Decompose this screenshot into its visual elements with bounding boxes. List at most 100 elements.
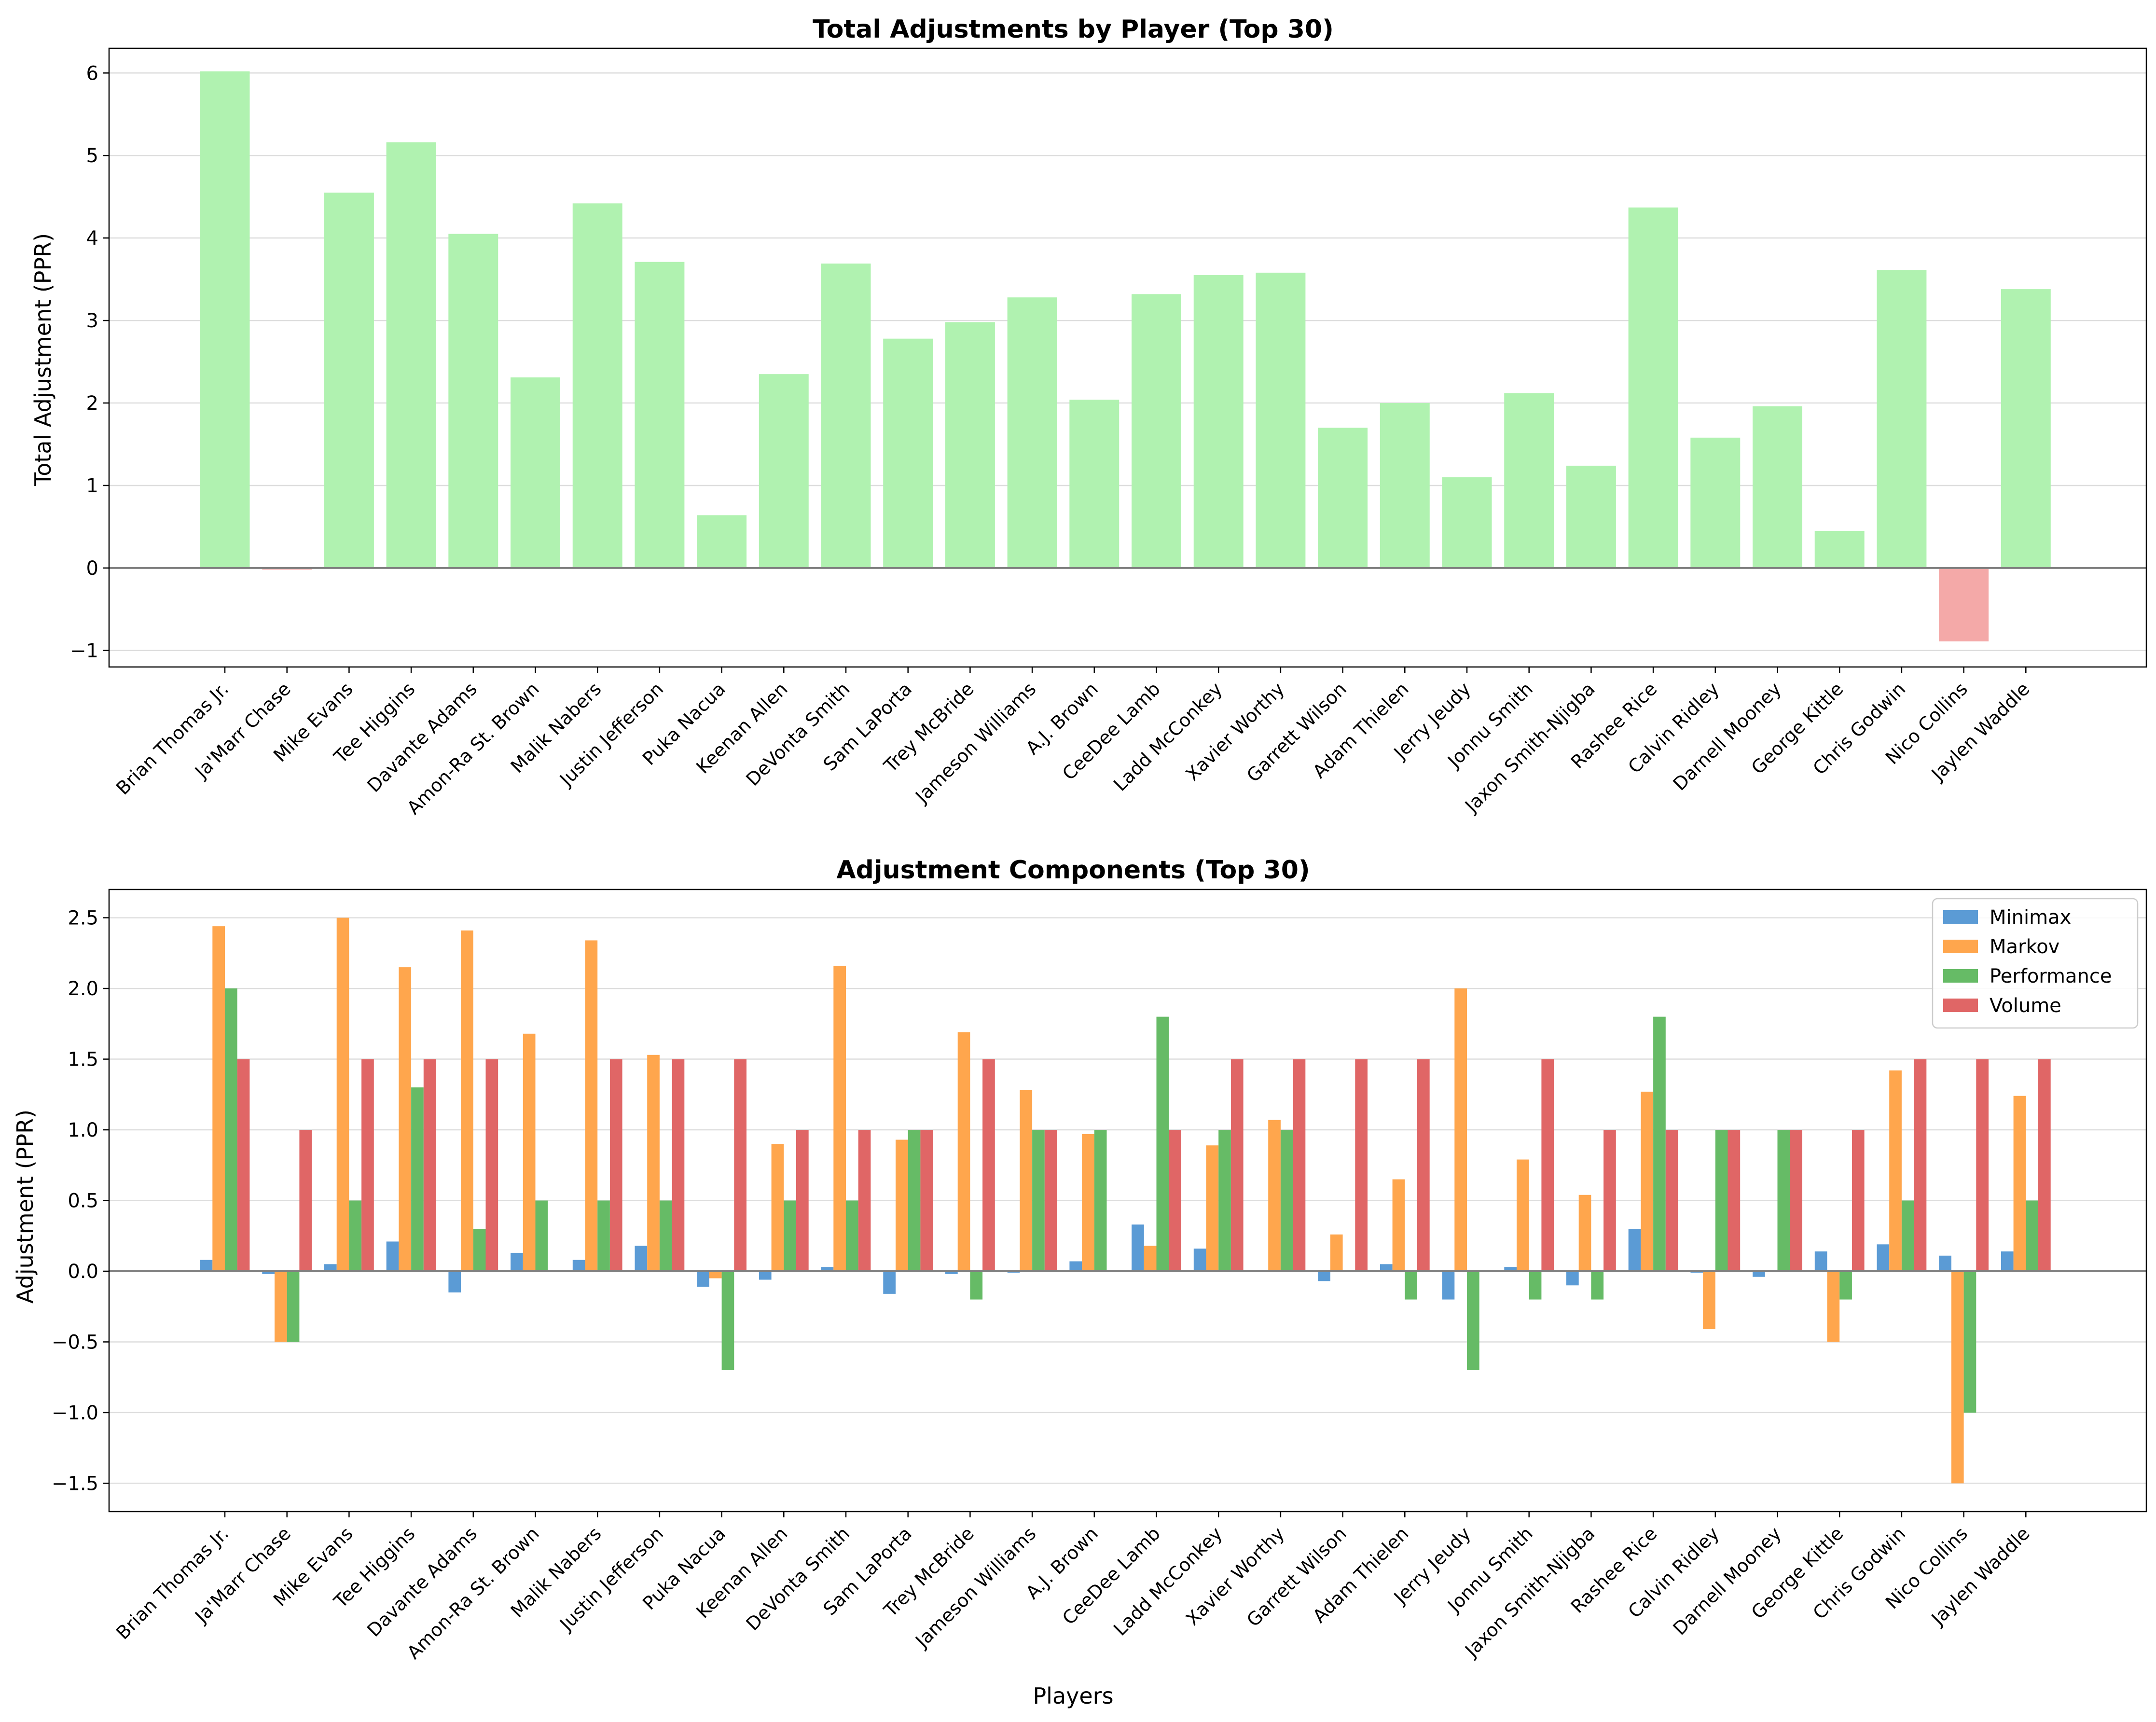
y-tick-label: 5	[86, 145, 98, 167]
bar-minimax	[1566, 1271, 1579, 1286]
plot-frame	[108, 889, 2147, 1513]
bar-markov	[399, 967, 412, 1271]
bar-performance	[2026, 1200, 2038, 1271]
bar-volume	[1169, 1130, 1181, 1271]
bar	[1007, 297, 1057, 568]
y-tick-label: 2.0	[68, 978, 98, 1000]
bar-minimax	[759, 1271, 772, 1280]
bar-markov	[2013, 1096, 2026, 1271]
x-tick-label: Ladd McConkey	[1109, 678, 1226, 795]
x-tick-label: DeVonta Smith	[742, 678, 854, 790]
bar-markov	[336, 917, 349, 1271]
bar-markov	[1517, 1159, 1529, 1271]
bar-markov	[523, 1033, 536, 1271]
legend-swatch	[1943, 910, 1978, 924]
bar-volume	[982, 1059, 995, 1271]
y-tick-label: −1	[70, 640, 98, 662]
bar-performance	[535, 1200, 548, 1271]
bar-performance	[1032, 1130, 1045, 1271]
chart-title: Adjustment Components (Top 30)	[836, 856, 1310, 885]
y-tick-label: 1.0	[68, 1119, 98, 1141]
bar-markov	[1951, 1271, 1964, 1484]
bar-minimax	[324, 1264, 337, 1271]
legend-box	[1932, 898, 2139, 1029]
bar-minimax	[697, 1271, 709, 1287]
bar-minimax	[448, 1271, 461, 1292]
bar	[2001, 289, 2051, 568]
bar-volume	[1914, 1059, 1927, 1271]
bar-performance	[1529, 1271, 1542, 1300]
bar	[759, 374, 809, 568]
y-tick-label: 0.5	[68, 1190, 98, 1212]
bar-volume	[796, 1130, 809, 1271]
bar	[1939, 568, 1989, 642]
bar-volume	[361, 1059, 374, 1271]
bar-volume	[1293, 1059, 1306, 1271]
bar	[448, 234, 498, 568]
y-tick-label: 1	[86, 475, 98, 497]
bar	[1877, 270, 1927, 568]
bar-markov	[1206, 1145, 1219, 1271]
bar	[1256, 272, 1306, 568]
bar-minimax	[883, 1271, 896, 1294]
x-tick-label: Jameson Williams	[911, 1523, 1040, 1652]
y-tick-label: 0.0	[68, 1261, 98, 1283]
bar-minimax	[1380, 1264, 1393, 1271]
bar-performance	[597, 1200, 610, 1271]
bar-performance	[1094, 1130, 1107, 1271]
bar-markov	[709, 1271, 722, 1278]
x-tick-label: DeVonta Smith	[742, 1523, 854, 1635]
bar-performance	[846, 1200, 858, 1271]
x-tick-label: Justin Jefferson	[555, 1523, 667, 1635]
bar-performance	[411, 1087, 424, 1271]
bar-minimax	[1318, 1271, 1330, 1281]
y-axis-label: Total Adjustment (PPR)	[30, 233, 56, 486]
bar-volume	[1603, 1130, 1616, 1271]
bar-minimax	[1132, 1224, 1144, 1271]
bar	[945, 322, 995, 568]
x-tick-label: Davante Adams	[363, 678, 481, 796]
bar-volume	[1976, 1059, 1989, 1271]
bar-volume	[1541, 1059, 1554, 1271]
legend-label: Performance	[1990, 965, 2112, 987]
bar-performance	[784, 1200, 796, 1271]
adjustment-components-chart: Adjustment Components (Top 30) Adjustmen…	[12, 856, 2147, 1709]
bar	[1193, 275, 1244, 568]
bar-markov	[1268, 1120, 1281, 1271]
bar	[200, 71, 250, 568]
x-tick-label: Justin Jefferson	[555, 678, 667, 791]
chart-title: Total Adjustments by Player (Top 30)	[813, 15, 1334, 44]
bar-markov	[461, 930, 473, 1271]
bar-volume	[734, 1059, 746, 1271]
y-tick-label: 4	[86, 227, 98, 250]
bar-performance	[349, 1200, 362, 1271]
bar-volume	[1852, 1130, 1865, 1271]
bar-markov	[1392, 1179, 1405, 1271]
bar-performance	[1901, 1200, 1914, 1271]
bar-volume	[920, 1130, 933, 1271]
bar-markov	[1641, 1091, 1654, 1271]
bar	[1566, 465, 1616, 568]
bar-markov	[1703, 1271, 1715, 1330]
legend-swatch	[1943, 969, 1978, 983]
bar-volume	[299, 1130, 312, 1271]
bar-performance	[1467, 1271, 1479, 1371]
bar	[1069, 400, 1119, 568]
bar-performance	[1777, 1130, 1790, 1271]
y-axis-label: Adjustment (PPR)	[12, 1110, 38, 1304]
bar	[1504, 393, 1554, 568]
x-axis-label: Players	[1033, 1683, 1113, 1709]
y-tick-label: 1.5	[68, 1049, 98, 1071]
bar-minimax	[2001, 1251, 2014, 1271]
bar-volume	[1044, 1130, 1057, 1271]
bar-performance	[1715, 1130, 1728, 1271]
x-tick-label: Darnell Mooney	[1669, 678, 1785, 794]
x-tick-label: Darnell Mooney	[1669, 1523, 1785, 1639]
bar-performance	[473, 1229, 486, 1271]
bar-minimax	[1814, 1251, 1827, 1271]
y-tick-label: 2	[86, 392, 98, 415]
bar-performance	[225, 988, 237, 1271]
bar	[821, 264, 871, 568]
bar-minimax	[511, 1252, 523, 1271]
bar-volume	[1355, 1059, 1368, 1271]
